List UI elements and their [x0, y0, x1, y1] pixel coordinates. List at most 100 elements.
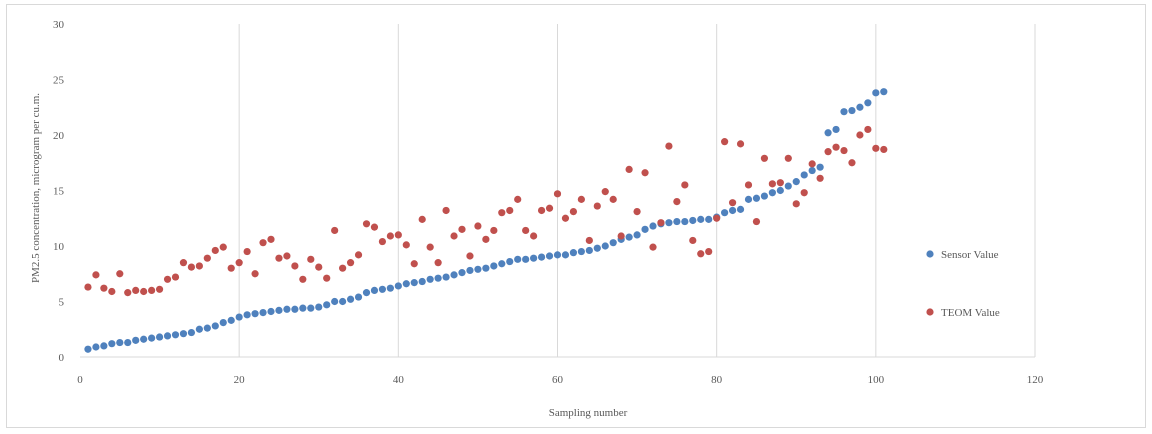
data-point [442, 273, 450, 281]
x-tick-label: 0 [77, 374, 83, 386]
data-point [458, 269, 466, 277]
data-point [490, 262, 498, 270]
data-point [808, 166, 816, 175]
data-point [323, 274, 331, 282]
data-point [219, 243, 227, 251]
data-point [466, 252, 474, 260]
gridlines [80, 24, 1036, 358]
data-point [386, 232, 394, 240]
legend-marker-sensor-value [926, 250, 934, 258]
data-point [689, 236, 697, 245]
data-point [800, 189, 808, 197]
data-point [243, 311, 251, 319]
data-point [816, 174, 824, 182]
data-point [84, 345, 92, 353]
data-point [721, 138, 729, 146]
data-point [331, 226, 339, 235]
data-point [609, 239, 617, 247]
data-point [251, 270, 259, 278]
data-point [681, 181, 689, 189]
data-point [219, 318, 227, 327]
data-point [784, 182, 792, 190]
data-point [346, 259, 355, 267]
data-point [880, 88, 888, 96]
data-point [410, 260, 418, 268]
data-point [235, 259, 243, 267]
data-point [275, 306, 283, 314]
data-point [736, 205, 745, 213]
data-point [832, 125, 840, 134]
data-point [394, 231, 402, 239]
data-point [450, 271, 458, 279]
data-point [530, 254, 538, 262]
data-point [307, 304, 315, 312]
data-point [514, 195, 522, 203]
data-point [339, 297, 347, 306]
x-tick-label: 40 [393, 374, 405, 386]
data-point [339, 264, 347, 272]
data-point [880, 145, 888, 154]
data-point [386, 284, 394, 292]
data-point [728, 206, 737, 215]
data-point [203, 254, 211, 262]
data-point [100, 342, 108, 350]
data-point [378, 285, 387, 293]
data-point [848, 159, 856, 167]
data-point [601, 188, 609, 196]
data-point [553, 190, 562, 198]
data-point [728, 199, 737, 207]
data-point [744, 181, 753, 189]
data-point [569, 207, 578, 216]
data-point [378, 237, 387, 246]
data-point [792, 200, 800, 208]
data-point [872, 89, 880, 97]
data-point [482, 264, 490, 272]
legend-label-sensor-value: Sensor Value [941, 249, 999, 261]
data-point [633, 231, 641, 239]
data-point [362, 289, 371, 297]
data-point [593, 244, 601, 252]
data-point [530, 232, 538, 240]
data-point [840, 108, 848, 116]
data-point [689, 216, 697, 225]
legend-label-teom-value: TEOM Value [941, 307, 1000, 319]
x-tick-label: 120 [1027, 374, 1044, 386]
data-point [784, 154, 792, 162]
data-point [561, 214, 570, 222]
data-point [402, 241, 410, 249]
data-point [259, 239, 267, 247]
data-point [856, 103, 864, 111]
data-point [545, 204, 554, 212]
data-point [299, 304, 307, 312]
y-tick-labels: 0 5 10 15 20 25 30 [53, 19, 65, 364]
data-point [132, 286, 140, 294]
data-point [100, 284, 108, 292]
data-point [816, 163, 824, 171]
data-point [299, 275, 307, 283]
x-axis-title: Sampling number [549, 407, 628, 419]
data-point [697, 250, 705, 258]
data-point [171, 273, 180, 281]
data-point [601, 242, 609, 250]
data-point [315, 303, 323, 311]
data-point [641, 169, 649, 177]
data-point [641, 225, 649, 233]
data-point [195, 325, 203, 333]
data-point [657, 219, 665, 227]
data-point [243, 247, 251, 256]
data-point [370, 223, 379, 231]
data-point [259, 309, 267, 317]
data-point [84, 283, 92, 291]
x-tick-label: 20 [234, 374, 246, 386]
data-point [768, 189, 776, 197]
data-point [760, 192, 769, 200]
data-point [442, 206, 450, 215]
data-point [187, 263, 196, 271]
data-point [92, 343, 100, 351]
data-point [474, 265, 482, 273]
data-point [203, 324, 211, 332]
data-point [275, 254, 283, 262]
data-point [649, 243, 657, 251]
data-point [585, 236, 593, 245]
data-point [506, 206, 514, 215]
